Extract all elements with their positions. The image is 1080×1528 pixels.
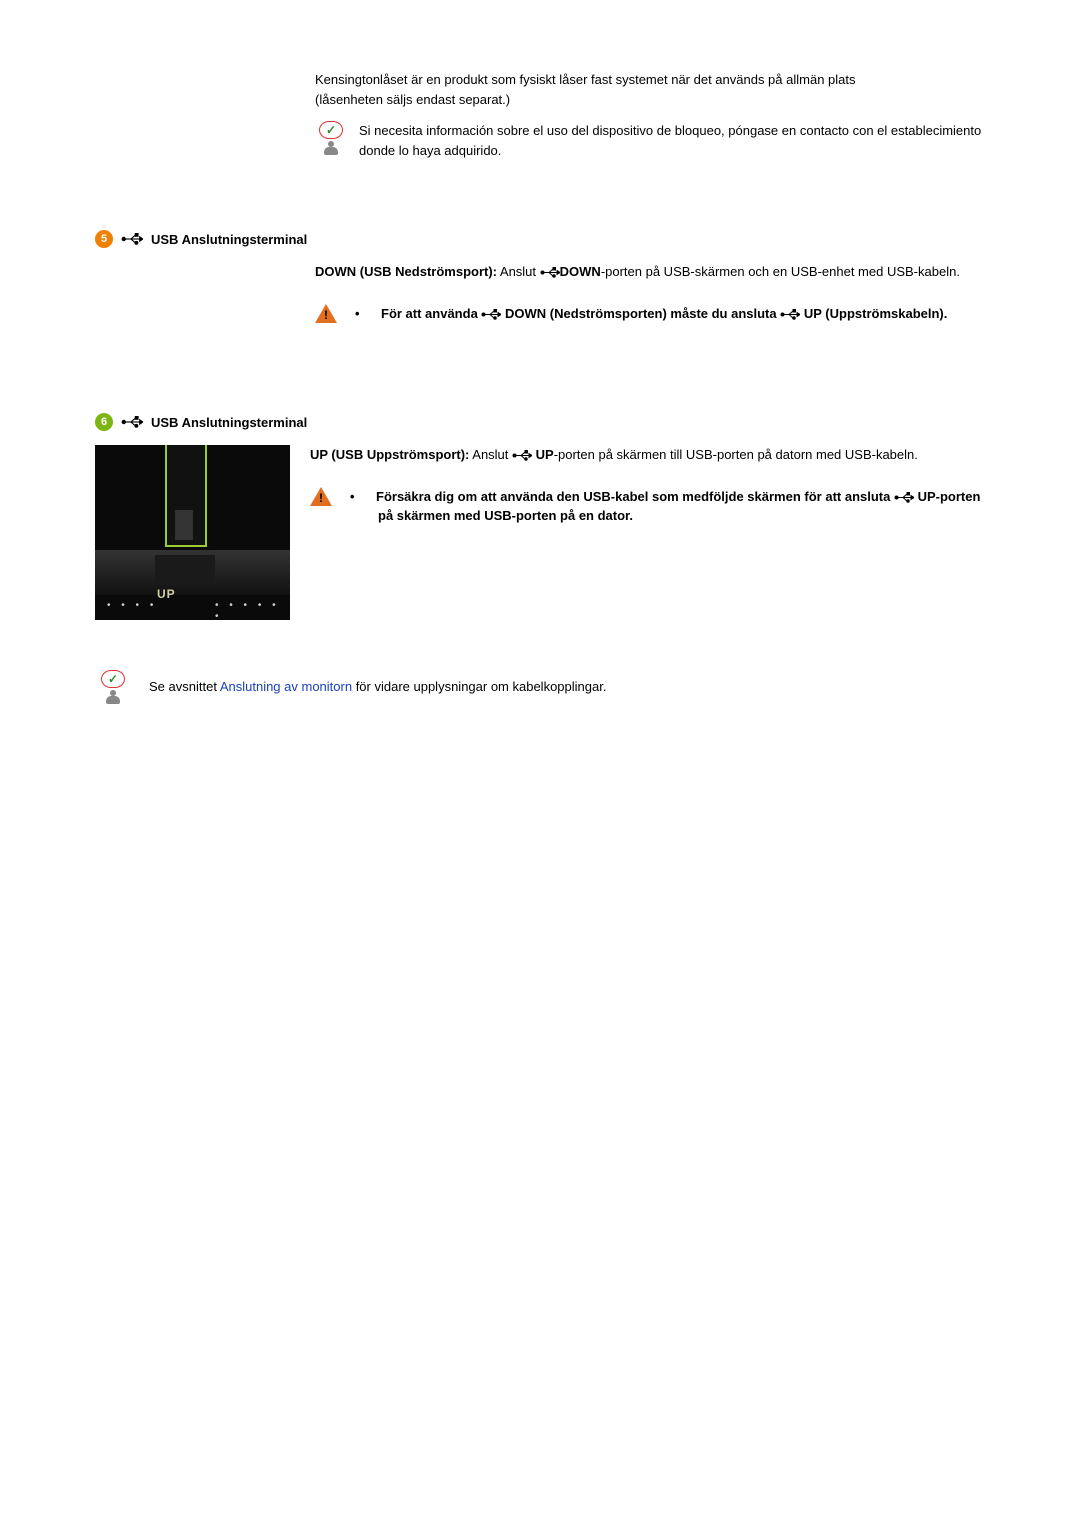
info-text: Si necesita información sobre el uso del…	[359, 121, 985, 160]
section5-desc: DOWN (USB Nedströmsport): Anslut DOWN-po…	[315, 262, 985, 282]
connection-link[interactable]: Anslutning av monitorn	[220, 679, 352, 694]
section5-title: USB Anslutningsterminal	[151, 232, 307, 247]
warning-icon	[310, 487, 334, 506]
usb-up-port-image: UP • • • • • • • • • •	[95, 445, 290, 620]
badge-5: 5	[95, 230, 113, 248]
usb-icon	[780, 306, 800, 321]
info-check-person-icon: ✓	[95, 670, 131, 704]
info-check-person-icon: ✓	[315, 121, 347, 155]
footer-text: Se avsnittet Anslutning av monitorn för …	[149, 677, 606, 697]
section6-title: USB Anslutningsterminal	[151, 415, 307, 430]
section6-warning: •Försäkra dig om att använda den USB-kab…	[348, 487, 985, 526]
kensington-line1: Kensingtonlåset är en produkt som fysisk…	[315, 70, 985, 90]
usb-icon	[894, 489, 914, 504]
warning-icon	[315, 304, 339, 323]
section5-warning: •För att använda DOWN (Nedströmsporten) …	[353, 304, 947, 324]
usb-icon	[512, 447, 532, 462]
usb-icon	[121, 416, 143, 428]
section6-desc: UP (USB Uppströmsport): Anslut UP-porten…	[310, 445, 985, 465]
usb-icon	[540, 264, 560, 279]
kensington-line2: (låsenheten säljs endast separat.)	[315, 90, 985, 110]
usb-icon	[481, 306, 501, 321]
usb-icon	[121, 233, 143, 245]
badge-6: 6	[95, 413, 113, 431]
